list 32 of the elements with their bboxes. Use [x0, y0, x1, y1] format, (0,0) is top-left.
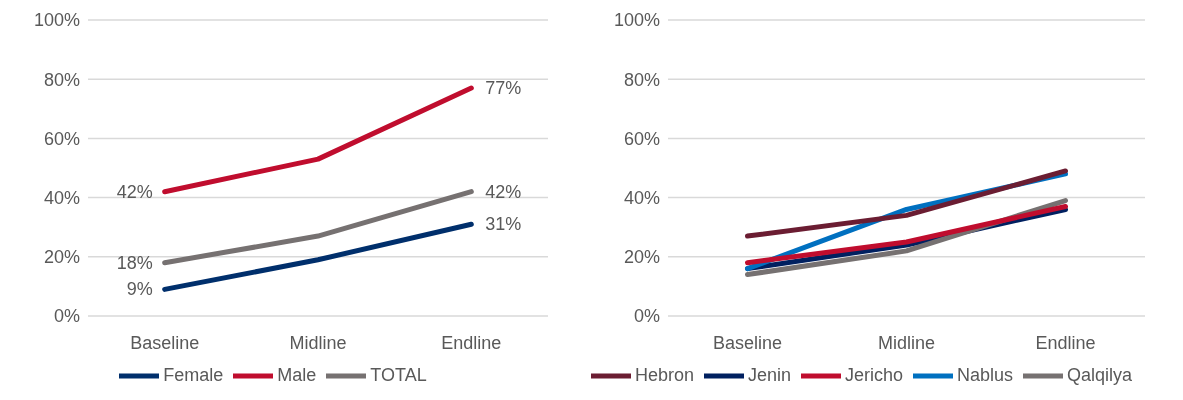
y-tick-label: 0% — [633, 306, 660, 327]
legend-label: Female — [163, 364, 224, 385]
y-tick-label: 20% — [43, 247, 80, 268]
y-tick-label: 100% — [33, 10, 80, 31]
x-tick-label: Baseline — [130, 332, 200, 353]
legend-label: Qalqilya — [1067, 364, 1133, 385]
y-tick-label: 40% — [623, 187, 660, 208]
data-label: 31% — [485, 214, 522, 235]
legend-label: Hebron — [634, 364, 694, 385]
x-tick-label: Endline — [1035, 332, 1096, 353]
legend-label: Male — [277, 364, 317, 385]
y-tick-label: 80% — [43, 69, 80, 90]
y-tick-label: 60% — [623, 128, 660, 149]
legend-label: TOTAL — [370, 364, 427, 385]
y-tick-label: 80% — [623, 69, 660, 90]
data-label: 42% — [116, 181, 153, 202]
legend-label: Nablus — [957, 364, 1014, 385]
legend-label: Jenin — [747, 364, 791, 385]
x-tick-label: Baseline — [712, 332, 783, 353]
data-label: 18% — [116, 252, 153, 273]
x-tick-label: Endline — [441, 332, 502, 353]
data-label: 77% — [485, 78, 522, 99]
legend-label: Jericho — [844, 364, 904, 385]
x-tick-label: Midline — [289, 332, 347, 353]
y-tick-label: 100% — [613, 10, 660, 31]
y-tick-label: 40% — [43, 187, 80, 208]
data-label: 9% — [126, 279, 153, 300]
data-label: 42% — [485, 181, 522, 202]
y-tick-label: 20% — [623, 247, 660, 268]
x-tick-label: Midline — [877, 332, 936, 353]
y-tick-label: 0% — [53, 306, 80, 327]
y-tick-label: 60% — [43, 128, 80, 149]
